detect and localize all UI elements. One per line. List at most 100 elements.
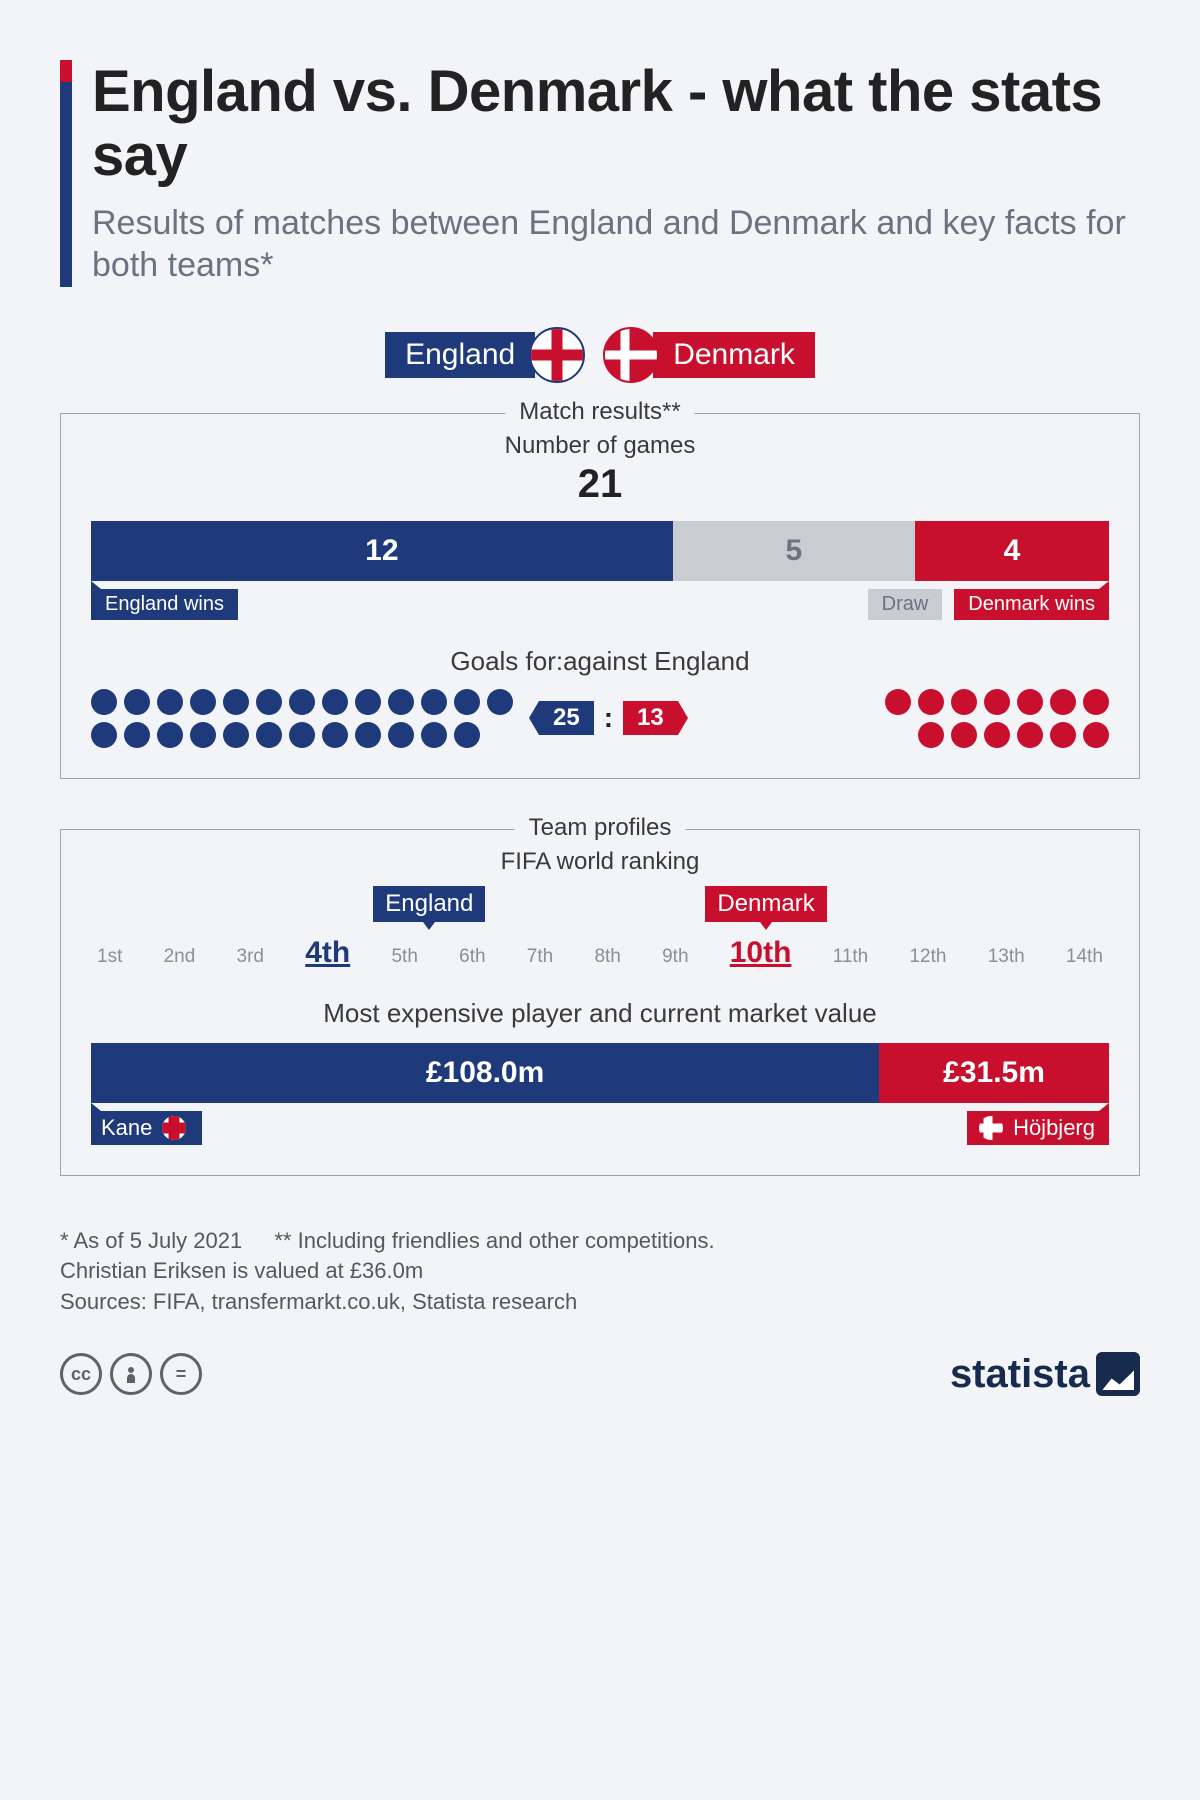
mv-seg: £108.0m bbox=[91, 1043, 879, 1103]
rank-tick: 4th bbox=[305, 936, 350, 970]
player-tag-hojbjerg: Höjbjerg bbox=[967, 1111, 1109, 1145]
goal-dot bbox=[91, 689, 117, 715]
england-flag-icon bbox=[529, 327, 585, 383]
goal-dot bbox=[256, 722, 282, 748]
badge-england: England bbox=[385, 327, 579, 383]
brand-text: statista bbox=[950, 1352, 1090, 1397]
goal-dot bbox=[1083, 722, 1109, 748]
team-badges: England Denmark bbox=[60, 327, 1140, 383]
goals-against-dots bbox=[859, 689, 1109, 748]
goals-score: 25 : 13 bbox=[539, 701, 678, 735]
rank-tick: 12th bbox=[909, 946, 946, 968]
mv-seg: £31.5m bbox=[879, 1043, 1109, 1103]
match-panel-title: Match results** bbox=[505, 398, 694, 426]
rank-tick: 13th bbox=[988, 946, 1025, 968]
goal-dot bbox=[355, 689, 381, 715]
badge-england-label: England bbox=[385, 332, 535, 378]
england-wins-tag: England wins bbox=[91, 589, 238, 620]
statista-logo: statista bbox=[950, 1352, 1140, 1397]
goal-dot bbox=[885, 689, 911, 715]
rank-tick: 1st bbox=[97, 946, 122, 968]
goal-dot bbox=[190, 689, 216, 715]
denmark-flag-icon bbox=[603, 327, 659, 383]
player-name-hojbjerg: Höjbjerg bbox=[1013, 1115, 1095, 1141]
goal-dot bbox=[951, 689, 977, 715]
match-panel-sub: Number of games bbox=[91, 432, 1109, 460]
goal-dot bbox=[289, 689, 315, 715]
match-results-panel: Match results** Number of games 21 1254 … bbox=[60, 413, 1140, 779]
footnote-c: Christian Eriksen is valued at £36.0m bbox=[60, 1256, 1140, 1287]
match-seg: 5 bbox=[673, 521, 915, 581]
player-tag-kane: Kane bbox=[91, 1111, 202, 1145]
rank-tag-denmark: Denmark bbox=[705, 886, 826, 922]
rank-tick: 14th bbox=[1066, 946, 1103, 968]
goal-dot bbox=[124, 689, 150, 715]
statista-logo-icon bbox=[1096, 1352, 1140, 1396]
denmark-wins-tag: Denmark wins bbox=[954, 589, 1109, 620]
rank-tick: 5th bbox=[391, 946, 417, 968]
goal-dot bbox=[388, 689, 414, 715]
cc-by-icon bbox=[110, 1353, 152, 1395]
profiles-panel-sub: FIFA world ranking bbox=[91, 848, 1109, 876]
goal-dot bbox=[984, 722, 1010, 748]
market-value-title: Most expensive player and current market… bbox=[91, 998, 1109, 1029]
goals-for-dots bbox=[91, 689, 521, 748]
profiles-panel-title: Team profiles bbox=[515, 814, 686, 842]
page-subtitle: Results of matches between England and D… bbox=[92, 202, 1140, 287]
rank-tag-england: England bbox=[373, 886, 485, 922]
rank-tick: 3rd bbox=[237, 946, 264, 968]
goal-dot bbox=[918, 722, 944, 748]
score-colon: : bbox=[604, 702, 613, 734]
goals-row: 25 : 13 bbox=[91, 689, 1109, 748]
goal-dot bbox=[454, 689, 480, 715]
goal-dot bbox=[1017, 722, 1043, 748]
cc-icons: cc = bbox=[60, 1353, 202, 1395]
footer: cc = statista bbox=[60, 1352, 1140, 1397]
goal-dot bbox=[951, 722, 977, 748]
player-name-kane: Kane bbox=[101, 1115, 152, 1141]
cc-nd-icon: = bbox=[160, 1353, 202, 1395]
denmark-flag-icon bbox=[977, 1114, 1005, 1142]
draw-tag: Draw bbox=[868, 589, 943, 620]
rank-tick: 7th bbox=[527, 946, 553, 968]
footnote-a: * As of 5 July 2021 bbox=[60, 1228, 242, 1253]
goal-dot bbox=[454, 722, 480, 748]
rank-tick: 9th bbox=[662, 946, 688, 968]
accent-bar bbox=[60, 60, 72, 287]
goals-against-value: 13 bbox=[623, 701, 678, 735]
match-seg: 12 bbox=[91, 521, 673, 581]
team-profiles-panel: Team profiles FIFA world ranking England… bbox=[60, 829, 1140, 1176]
goal-dot bbox=[984, 689, 1010, 715]
badge-denmark-label: Denmark bbox=[653, 332, 815, 378]
goal-dot bbox=[223, 689, 249, 715]
footnote-b: ** Including friendlies and other compet… bbox=[274, 1228, 714, 1253]
match-total: 21 bbox=[91, 462, 1109, 507]
player-labels: Kane Höjbjerg bbox=[91, 1111, 1109, 1145]
rank-tick: 11th bbox=[833, 946, 869, 968]
match-results-bar: 1254 bbox=[91, 521, 1109, 581]
goal-dot bbox=[91, 722, 117, 748]
goal-dot bbox=[157, 722, 183, 748]
goal-dot bbox=[1050, 722, 1076, 748]
rank-tags: England Denmark bbox=[91, 886, 1109, 922]
goal-dot bbox=[355, 722, 381, 748]
goal-dot bbox=[421, 689, 447, 715]
page-title: England vs. Denmark - what the stats say bbox=[92, 60, 1140, 188]
goal-dot bbox=[322, 722, 348, 748]
goal-dot bbox=[1083, 689, 1109, 715]
rank-tick: 2nd bbox=[164, 946, 196, 968]
match-seg: 4 bbox=[915, 521, 1109, 581]
footnotes: * As of 5 July 2021 ** Including friendl… bbox=[60, 1226, 1140, 1318]
goal-dot bbox=[918, 689, 944, 715]
market-value-bar: £108.0m£31.5m bbox=[91, 1043, 1109, 1103]
england-flag-icon bbox=[160, 1114, 188, 1142]
goal-dot bbox=[157, 689, 183, 715]
goal-dot bbox=[1017, 689, 1043, 715]
rank-tick: 6th bbox=[459, 946, 485, 968]
header: England vs. Denmark - what the stats say… bbox=[60, 60, 1140, 287]
goals-title: Goals for:against England bbox=[91, 646, 1109, 677]
rank-tick: 10th bbox=[730, 936, 792, 970]
goal-dot bbox=[289, 722, 315, 748]
goal-dot bbox=[421, 722, 447, 748]
goals-for-value: 25 bbox=[539, 701, 594, 735]
